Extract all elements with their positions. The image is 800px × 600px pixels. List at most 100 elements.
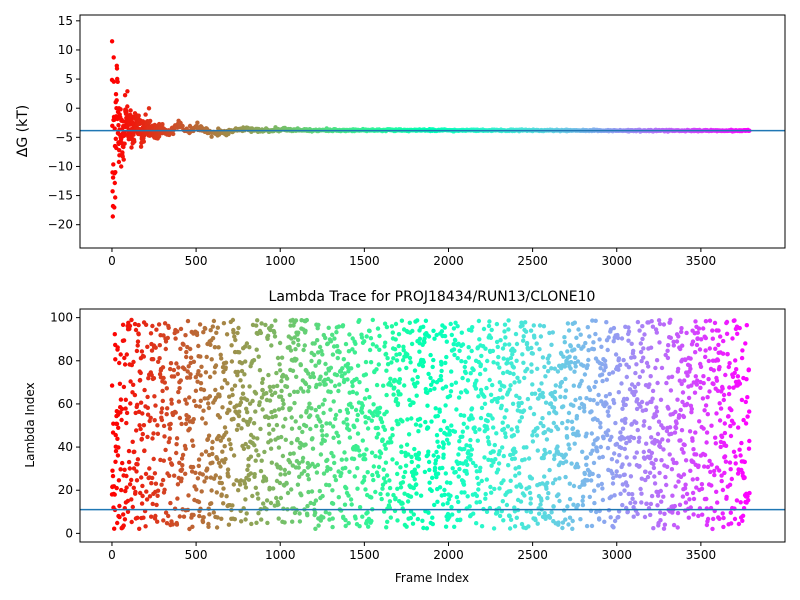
lambda-point bbox=[631, 348, 636, 354]
lambda-point bbox=[514, 484, 519, 489]
lambda-point bbox=[456, 474, 461, 479]
lambda-point bbox=[173, 410, 178, 415]
lambda-point bbox=[662, 511, 667, 516]
lambda-point bbox=[183, 421, 189, 426]
lambda-point bbox=[668, 317, 673, 322]
lambda-point bbox=[691, 512, 696, 517]
lambda-point bbox=[541, 423, 546, 429]
lambda-point bbox=[160, 398, 165, 404]
lambda-point bbox=[387, 499, 393, 504]
lambda-point bbox=[286, 470, 292, 475]
lambda-point bbox=[650, 324, 656, 329]
lambda-point bbox=[496, 354, 501, 360]
lambda-point bbox=[549, 366, 554, 371]
lambda-point bbox=[447, 432, 452, 437]
lambda-point bbox=[654, 330, 659, 335]
lambda-point bbox=[164, 521, 170, 526]
lambda-point bbox=[721, 524, 726, 530]
lambda-point bbox=[408, 360, 413, 365]
lambda-point bbox=[574, 413, 580, 419]
lambda-point bbox=[524, 445, 529, 450]
lambda-point bbox=[661, 494, 666, 499]
lambda-point bbox=[347, 469, 352, 474]
lambda-point bbox=[301, 389, 306, 394]
lambda-point bbox=[349, 366, 354, 371]
lambda-point bbox=[660, 437, 665, 442]
lambda-point bbox=[730, 336, 735, 341]
lambda-point bbox=[434, 449, 439, 455]
lambda-point bbox=[354, 391, 359, 396]
lambda-point bbox=[623, 416, 628, 422]
lambda-point bbox=[565, 419, 570, 424]
lambda-point bbox=[704, 496, 709, 502]
lambda-point bbox=[433, 406, 438, 411]
lambda-point bbox=[414, 482, 419, 487]
lambda-point bbox=[738, 453, 743, 458]
lambda-point bbox=[134, 469, 139, 474]
lambda-point bbox=[276, 445, 282, 450]
lambda-point bbox=[113, 357, 118, 362]
lambda-point bbox=[410, 328, 415, 334]
lambda-point bbox=[269, 323, 274, 329]
lambda-point bbox=[522, 457, 527, 462]
lambda-point bbox=[370, 472, 375, 478]
lambda-point bbox=[342, 371, 347, 376]
lambda-point bbox=[453, 320, 458, 325]
lambda-point bbox=[233, 337, 238, 343]
lambda-point bbox=[458, 412, 463, 418]
lambda-point bbox=[720, 351, 726, 356]
lambda-point bbox=[482, 394, 487, 399]
lambda-point bbox=[735, 331, 740, 336]
lambda-point bbox=[598, 444, 603, 450]
lambda-point bbox=[350, 347, 355, 352]
lambda-point bbox=[117, 360, 122, 366]
lambda-point bbox=[136, 332, 141, 337]
lambda-point bbox=[264, 498, 270, 503]
lambda-point bbox=[691, 447, 696, 452]
lambda-point bbox=[717, 364, 722, 370]
lambda-point bbox=[548, 428, 554, 433]
y-tick-label: 20 bbox=[58, 483, 73, 497]
lambda-point bbox=[113, 448, 119, 454]
lambda-point bbox=[163, 346, 168, 352]
lambda-point bbox=[346, 369, 351, 374]
lambda-point bbox=[115, 520, 120, 526]
lambda-point bbox=[687, 429, 693, 434]
lambda-point bbox=[518, 499, 524, 504]
lambda-point bbox=[553, 477, 558, 482]
lambda-point bbox=[266, 415, 271, 420]
lambda-point bbox=[443, 403, 448, 408]
x-tick-label: 2500 bbox=[517, 548, 548, 562]
lambda-point bbox=[457, 439, 462, 444]
lambda-point bbox=[450, 466, 455, 471]
lambda-point bbox=[483, 367, 488, 372]
lambda-point bbox=[343, 341, 349, 347]
lambda-point bbox=[283, 437, 288, 442]
lambda-point bbox=[675, 397, 680, 402]
lambda-point bbox=[449, 382, 454, 387]
lambda-point bbox=[198, 373, 203, 378]
lambda-point bbox=[155, 431, 161, 436]
lambda-point bbox=[323, 335, 328, 341]
lambda-point bbox=[303, 381, 309, 387]
lambda-point bbox=[310, 446, 316, 451]
lambda-point bbox=[605, 347, 610, 353]
lambda-point bbox=[688, 366, 693, 371]
lambda-point bbox=[124, 410, 130, 416]
lambda-point bbox=[568, 344, 573, 349]
lambda-point bbox=[547, 353, 552, 358]
lambda-point bbox=[384, 324, 390, 330]
lambda-point bbox=[349, 405, 355, 410]
lambda-point bbox=[519, 415, 524, 420]
lambda-point bbox=[327, 421, 333, 426]
x-tick-label: 0 bbox=[108, 548, 116, 562]
lambda-point bbox=[339, 373, 345, 379]
lambda-point bbox=[641, 449, 646, 455]
lambda-point bbox=[539, 498, 544, 503]
lambda-point bbox=[705, 464, 711, 470]
lambda-point bbox=[679, 329, 684, 335]
lambda-point bbox=[529, 476, 535, 481]
lambda-point bbox=[442, 333, 448, 339]
lambda-point bbox=[648, 512, 653, 518]
lambda-point bbox=[284, 481, 289, 486]
